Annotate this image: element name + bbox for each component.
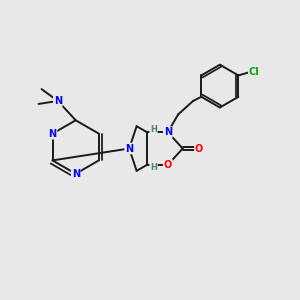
Text: H: H [150,125,157,134]
Text: N: N [49,129,57,139]
Text: H: H [150,163,157,172]
Text: N: N [125,143,133,154]
Text: N: N [54,96,62,106]
Text: N: N [72,169,80,179]
Text: N: N [164,127,172,137]
Text: Cl: Cl [249,68,260,77]
Text: O: O [164,160,172,170]
Text: O: O [195,143,203,154]
